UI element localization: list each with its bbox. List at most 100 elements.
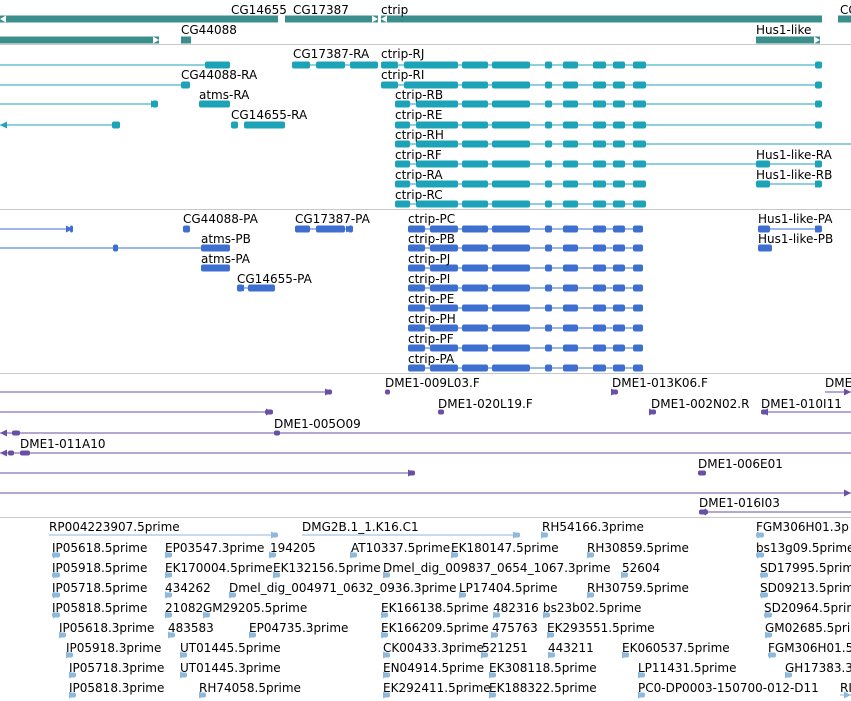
ests-feature[interactable]: Dmel_dig_009837_0654_1067.3prime (383, 561, 611, 579)
ests-feature[interactable]: PC0-DP0003-150700-012-D11 (638, 681, 819, 699)
ests-feature[interactable]: GH17383.3 (785, 661, 851, 679)
proteins-feature[interactable]: atms-PA (201, 252, 251, 272)
transcripts-feature[interactable]: ctrip-RC (395, 188, 646, 208)
ests-feature[interactable]: RP004223907.5prime (49, 520, 278, 539)
ests-feature[interactable]: EK292411.5prime (383, 681, 491, 699)
transcripts-feature[interactable]: ctrip-RI (381, 68, 822, 89)
ests-feature[interactable]: SD17995.5prime (760, 561, 851, 579)
ests-feature[interactable]: Dmel_dig_004971_0632_0936.3prime (229, 581, 457, 599)
cdna-feature[interactable]: DME1-020L19.F (0, 397, 533, 416)
transcripts-feature[interactable]: ctrip-RE (395, 108, 822, 129)
cdna-feature[interactable]: DME1-005O09 (0, 417, 851, 437)
ests-feature[interactable]: SD09213.5prime (760, 581, 851, 599)
ests-feature[interactable]: UT01445.5prime (180, 641, 281, 659)
cdna-feature[interactable]: DME1-006E01 (0, 457, 783, 477)
ests-feature[interactable]: IP05818.3prime (69, 681, 164, 699)
ests-feature[interactable]: 21082 (165, 601, 203, 619)
transcripts-feature[interactable]: Hus1-like-RA (756, 148, 833, 168)
ests-feature[interactable]: RH30759.5prime (587, 581, 689, 599)
ests-feature[interactable]: RH54166.3prime (541, 520, 644, 539)
ests-feature[interactable]: EK060537.5prime (622, 641, 730, 659)
ests-feature[interactable]: IP05618.3prime (59, 621, 154, 639)
proteins-feature[interactable]: ctrip-PA (408, 352, 643, 372)
cdna-feature[interactable]: DME1-013K06.F (611, 376, 708, 396)
genes-feature[interactable]: CG14655 (0, 3, 287, 23)
transcripts-feature[interactable] (292, 61, 378, 69)
ests-feature[interactable]: EK293551.5prime (547, 621, 655, 639)
ests-feature[interactable]: EK170004.5prime (165, 561, 273, 579)
transcripts-feature[interactable]: Hus1-like-RB (756, 168, 832, 188)
proteins-feature[interactable]: CG17387-PA (295, 212, 371, 233)
proteins-feature[interactable]: ctrip-PJ (408, 252, 643, 272)
ests-feature[interactable]: 482316 (493, 601, 539, 619)
proteins-feature[interactable]: ctrip-PE (408, 292, 643, 312)
ests-feature[interactable]: LP17404.5prime (459, 581, 558, 599)
proteins-feature[interactable]: atms-PB (0, 232, 251, 252)
ests-feature[interactable]: EK308118.5prime (489, 661, 597, 679)
genes-feature[interactable]: CG (838, 3, 851, 23)
ests-feature[interactable]: UT01445.3prime (180, 661, 281, 679)
ests-feature[interactable]: 483583 (168, 621, 214, 639)
ests-feature[interactable]: IP05918.3prime (66, 641, 161, 659)
genes-feature[interactable] (0, 36, 159, 44)
transcripts-feature[interactable]: ctrip-RJ (381, 47, 822, 69)
ests-feature[interactable]: 443211 (548, 641, 594, 659)
ests-feature[interactable]: DMG2B.1_1.K16.C1 (302, 520, 520, 539)
transcripts-feature[interactable]: CG17387-RA (0, 47, 370, 69)
cdna-feature[interactable]: DME (825, 376, 851, 396)
ests-feature[interactable]: 52604 (621, 561, 660, 579)
ests-feature[interactable]: CK00433.3prime (383, 641, 484, 659)
genes-feature[interactable]: CG44088 (181, 23, 237, 44)
ests-feature[interactable]: IP05718.3prime (69, 661, 164, 679)
ests-feature[interactable]: bs13g09.5prime (756, 541, 851, 559)
cdna-feature[interactable]: DME1-009L03.F (0, 376, 480, 396)
ests-feature[interactable]: IP05918.5prime (52, 561, 147, 579)
transcripts-feature[interactable]: ctrip-RA (395, 168, 646, 188)
ests-feature[interactable]: AT10337.5prime (350, 541, 450, 559)
proteins-feature[interactable]: ctrip-PI (408, 272, 643, 292)
proteins-feature[interactable]: ctrip-PC (408, 212, 643, 233)
ests-feature[interactable]: RH74058.5prime (199, 681, 301, 699)
ests-feature[interactable]: GM29205.5prime (203, 601, 307, 619)
cdna-feature[interactable]: DME1-002N02.R (649, 397, 749, 416)
ests-feature[interactable]: EK132156.5prime (273, 561, 381, 579)
ests-feature[interactable]: FGM306H01.5p (768, 641, 851, 659)
ests-feature[interactable]: IP05818.5prime (52, 601, 147, 619)
ests-feature[interactable]: EK166138.5prime (381, 601, 489, 619)
ests-feature[interactable]: 475763 (491, 621, 538, 639)
transcripts-feature[interactable]: CG14655-RA (0, 108, 308, 129)
ests-feature[interactable]: bs23b02.5prime (543, 601, 641, 619)
proteins-feature[interactable]: Hus1-like-PA (758, 212, 833, 233)
cdna-feature[interactable]: DME1-010I11 (761, 397, 851, 416)
genes-feature[interactable]: CG17387 (285, 3, 378, 23)
ests-feature[interactable]: IP05618.5prime (52, 541, 147, 559)
proteins-feature[interactable]: ctrip-PB (408, 232, 643, 252)
ests-feature[interactable]: EP04735.3prime (249, 621, 348, 639)
proteins-feature[interactable]: ctrip-PF (408, 332, 643, 352)
transcripts-feature[interactable]: ctrip-RB (395, 88, 822, 108)
genes-feature[interactable]: ctrip (381, 3, 822, 23)
cdna-feature[interactable]: DME1-011A10 (0, 437, 851, 457)
proteins-feature[interactable]: Hus1-like-PB (758, 232, 833, 252)
transcripts-feature[interactable]: ctrip-RH (395, 128, 851, 148)
ests-feature[interactable]: EN04914.5prime (383, 661, 484, 679)
transcripts-feature[interactable]: CG44088-RA (0, 68, 258, 89)
proteins-feature[interactable]: CG14655-PA (237, 272, 313, 292)
proteins-feature[interactable]: CG44088-PA (0, 212, 259, 233)
cdna-feature[interactable] (0, 489, 851, 497)
ests-feature[interactable]: RI (840, 681, 851, 699)
ests-feature[interactable]: EP03547.3prime (165, 541, 264, 559)
cdna-feature[interactable]: DME1-016I03 (699, 496, 851, 516)
ests-feature[interactable]: RH30859.5prime (587, 541, 689, 559)
ests-feature[interactable]: 521251 (481, 641, 528, 659)
ests-feature[interactable]: FGM306H01.3p (756, 520, 849, 539)
ests-feature[interactable]: EK188322.5prime (489, 681, 597, 699)
transcripts-feature[interactable]: atms-RA (199, 88, 250, 108)
ests-feature[interactable]: GM02685.5prime (765, 621, 851, 639)
transcripts-feature[interactable] (0, 100, 158, 108)
proteins-feature[interactable]: ctrip-PH (408, 312, 643, 332)
ests-feature[interactable]: LP11431.5prime (638, 661, 737, 679)
ests-feature[interactable]: EK180147.5prime (451, 541, 559, 559)
ests-feature[interactable]: IP05718.5prime (52, 581, 147, 599)
genes-feature[interactable]: Hus1-like (756, 23, 820, 44)
